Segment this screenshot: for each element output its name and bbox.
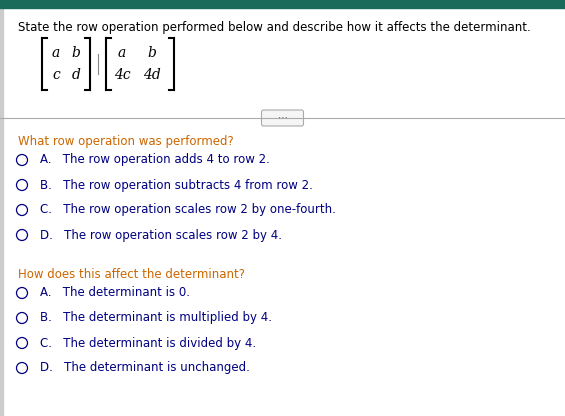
Bar: [0, 8, 3, 416]
Text: B.   The determinant is multiplied by 4.: B. The determinant is multiplied by 4.: [40, 312, 272, 324]
Text: A.   The row operation adds 4 to row 2.: A. The row operation adds 4 to row 2.: [40, 154, 270, 166]
Text: a: a: [52, 46, 60, 59]
Text: D.   The row operation scales row 2 by 4.: D. The row operation scales row 2 by 4.: [40, 228, 282, 242]
Bar: [0, 0, 565, 8]
Text: State the row operation performed below and describe how it affects the determin: State the row operation performed below …: [18, 21, 531, 34]
Text: How does this affect the determinant?: How does this affect the determinant?: [18, 268, 245, 281]
Text: 4c: 4c: [114, 69, 131, 82]
Text: b: b: [72, 46, 80, 59]
Text: a: a: [118, 46, 126, 59]
Text: d: d: [72, 69, 80, 82]
Text: b: b: [147, 46, 157, 59]
Text: c: c: [52, 69, 60, 82]
Text: 4d: 4d: [143, 69, 161, 82]
Text: ⋯: ⋯: [277, 113, 288, 123]
Text: D.   The determinant is unchanged.: D. The determinant is unchanged.: [40, 362, 250, 374]
FancyBboxPatch shape: [262, 110, 303, 126]
Text: A.   The determinant is 0.: A. The determinant is 0.: [40, 287, 190, 300]
Text: What row operation was performed?: What row operation was performed?: [18, 135, 234, 148]
Text: C.   The determinant is divided by 4.: C. The determinant is divided by 4.: [40, 337, 256, 349]
Text: B.   The row operation subtracts 4 from row 2.: B. The row operation subtracts 4 from ro…: [40, 178, 313, 191]
Text: C.   The row operation scales row 2 by one-fourth.: C. The row operation scales row 2 by one…: [40, 203, 336, 216]
